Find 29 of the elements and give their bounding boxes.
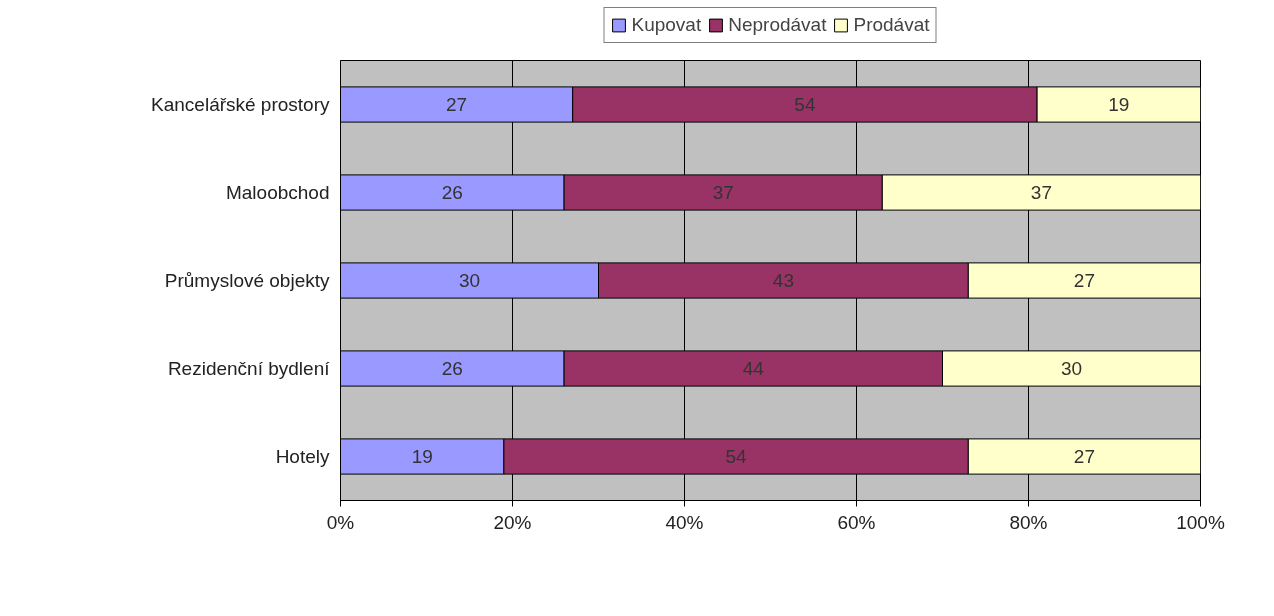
legend-label: Kupovat <box>631 14 702 36</box>
data-label: 27 <box>1073 270 1095 291</box>
data-label: 27 <box>446 94 468 115</box>
x-tick-label: 0% <box>326 511 355 533</box>
x-tick-label: 20% <box>493 511 532 533</box>
data-label: 54 <box>794 94 816 115</box>
y-tick-label: Kancelářské prostory <box>151 94 330 115</box>
data-label: 27 <box>1073 446 1095 467</box>
data-label: 43 <box>772 270 794 291</box>
x-tick-label: 60% <box>837 511 876 533</box>
data-label: 26 <box>441 182 463 203</box>
x-tick-label: 40% <box>665 511 704 533</box>
data-label: 30 <box>458 270 481 291</box>
x-tick-label: 80% <box>1009 511 1048 533</box>
data-label: 26 <box>441 358 463 379</box>
x-tick-label: 100% <box>1176 511 1225 533</box>
y-tick-label: Maloobchod <box>225 182 330 203</box>
legend-label: Neprodávat <box>728 14 827 36</box>
data-label: 37 <box>712 182 734 203</box>
y-tick-label: Hotely <box>275 446 330 467</box>
data-label: 54 <box>725 446 748 467</box>
data-label: 44 <box>742 358 765 379</box>
y-tick-label: Průmyslové objekty <box>164 270 330 291</box>
data-label: 37 <box>1030 182 1052 203</box>
legend-label: Prodávat <box>853 14 930 36</box>
data-label: 30 <box>1060 358 1083 379</box>
y-tick-label: Rezidenční bydlení <box>167 358 331 379</box>
data-label: 19 <box>411 446 433 467</box>
data-label: 19 <box>1108 94 1130 115</box>
